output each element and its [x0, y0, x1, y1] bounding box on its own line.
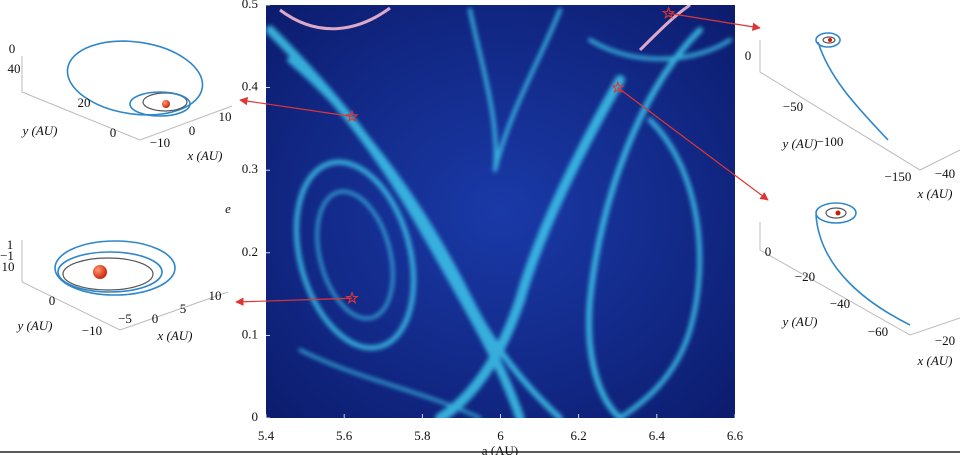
orbit-inset [759, 32, 960, 171]
y-tick-label: 0.3 [242, 161, 258, 176]
y-tick-label: 0.4 [242, 79, 259, 94]
y-tick-label: 0 [49, 293, 56, 308]
x-axis-label: x (AU) [916, 353, 952, 368]
x-tick-label: −10 [150, 135, 170, 150]
y-tick-label: 0.2 [242, 244, 258, 259]
arrow [668, 12, 761, 31]
y-axis-label: e [225, 201, 231, 216]
y-axis-label: y (AU) [15, 318, 52, 333]
y-tick-label: 0 [765, 244, 772, 259]
y-tick-label: 20 [78, 95, 91, 110]
y-tick-label: −150 [885, 169, 912, 184]
x-tick-label: 6 [497, 428, 504, 443]
y-tick-label: −10 [82, 323, 102, 338]
orbit-inset [759, 202, 960, 336]
y-axis-label: y (AU) [20, 123, 57, 138]
x-tick-label: 0 [189, 123, 196, 138]
star-marker [661, 6, 676, 20]
x-tick-label: 6.4 [649, 428, 666, 443]
arrow [617, 87, 769, 201]
x-tick-label: 0 [152, 311, 159, 326]
star-marker [345, 291, 359, 305]
arrow [239, 96, 353, 118]
y-tick-label: −50 [783, 99, 803, 114]
y-tick-label: 0.5 [242, 0, 258, 11]
y-tick-label: 10 [2, 259, 15, 274]
x-tick-label: 5.8 [414, 428, 430, 443]
y-tick-label: 0 [745, 48, 752, 63]
y-tick-label: −100 [817, 134, 844, 149]
z-tick-label: 0 [9, 41, 16, 56]
x-axis-label: x (AU) [156, 328, 192, 343]
star-marker [345, 109, 359, 123]
x-tick-label: 10 [219, 109, 232, 124]
z-tick-label: −1 [0, 248, 14, 263]
y-tick-label: −60 [868, 324, 888, 339]
x-tick-label: −20 [935, 333, 955, 348]
y-tick-label: 40 [8, 61, 21, 76]
heatmap [266, 5, 735, 418]
x-tick-label: 6.6 [727, 428, 744, 443]
x-tick-label: 5.4 [258, 428, 275, 443]
y-tick-label: −20 [795, 269, 815, 284]
y-axis-label: y (AU) [780, 136, 817, 151]
y-tick-label: 0 [110, 125, 117, 140]
arrow [235, 297, 353, 306]
x-tick-label: 10 [209, 288, 222, 303]
y-tick-label: 0.1 [242, 326, 258, 341]
x-tick-label: −40 [935, 166, 955, 181]
orbit-inset [21, 40, 233, 141]
x-tick-label: 5 [180, 301, 187, 316]
y-tick-label: 0 [252, 409, 259, 424]
y-tick-label: −40 [830, 296, 850, 311]
x-axis-label: x (AU) [186, 148, 222, 163]
star-marker [610, 80, 625, 94]
y-axis-label: y (AU) [780, 314, 817, 329]
x-tick-label: −5 [118, 311, 132, 326]
x-axis-label: a (AU) [482, 443, 518, 455]
x-axis-label: x (AU) [916, 186, 952, 201]
orbit-inset [21, 240, 229, 331]
x-tick-label: 6.2 [571, 428, 587, 443]
z-tick-label: 1 [7, 237, 14, 252]
x-tick-label: 5.6 [336, 428, 353, 443]
